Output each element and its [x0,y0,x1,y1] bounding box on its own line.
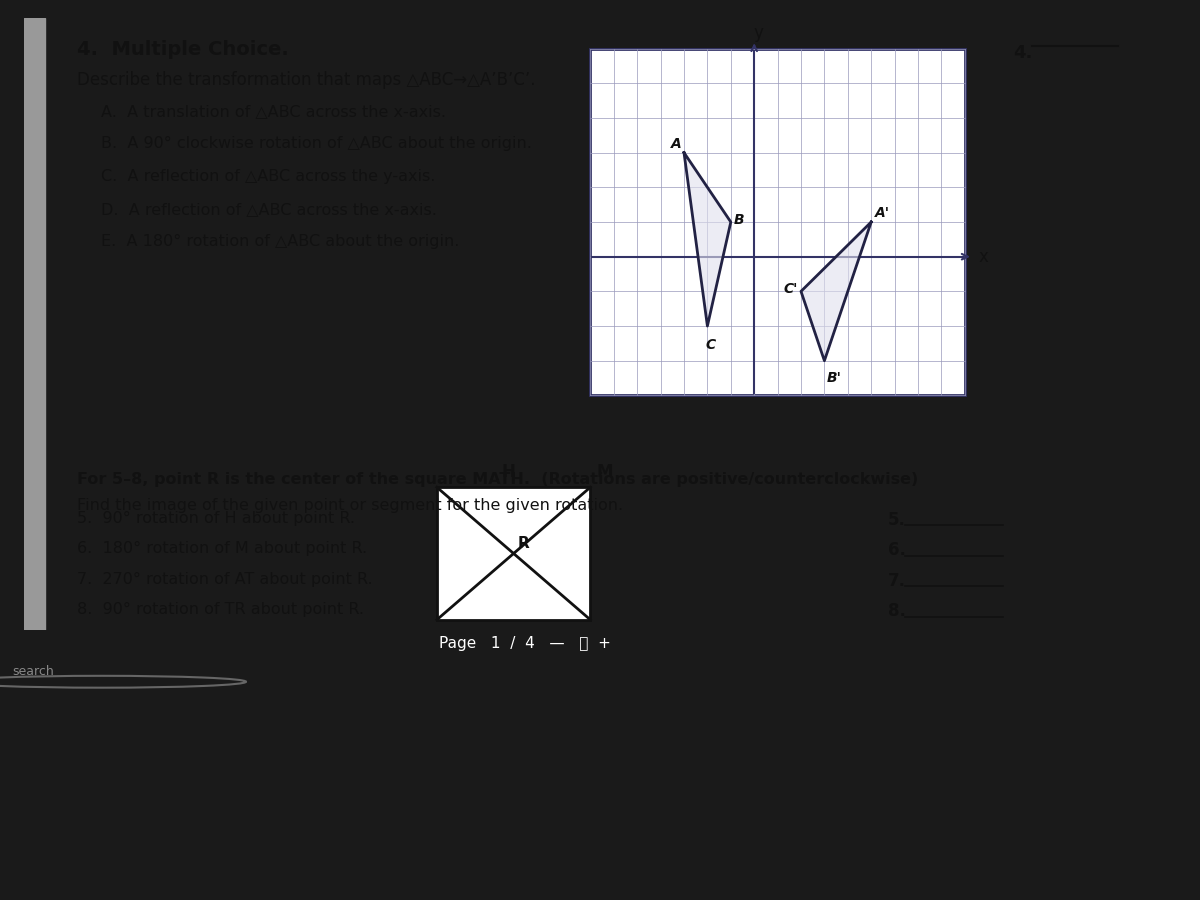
Bar [24,18,46,630]
Polygon shape [684,153,731,326]
Text: C: C [706,338,715,352]
Bar [590,49,965,395]
Text: 8.: 8. [888,602,906,620]
Text: 4.: 4. [1013,43,1032,61]
Text: A.  A translation of △ABC across the x-axis.: A. A translation of △ABC across the x-ax… [101,104,446,119]
Text: B.  A 90° clockwise rotation of △ABC about the origin.: B. A 90° clockwise rotation of △ABC abou… [101,136,532,151]
Text: 6.  180° rotation of M about point R.: 6. 180° rotation of M about point R. [77,541,367,556]
Text: 8.  90° rotation of TR about point R.: 8. 90° rotation of TR about point R. [77,602,364,617]
Text: 5.  90° rotation of H about point R.: 5. 90° rotation of H about point R. [77,510,355,526]
Text: 5.: 5. [888,510,906,528]
Text: D.  A reflection of △ABC across the x-axis.: D. A reflection of △ABC across the x-axi… [101,202,437,217]
Text: Find the image of the given point or segment for the given rotation.: Find the image of the given point or seg… [77,499,623,513]
Text: C': C' [784,283,798,296]
Text: A: A [671,137,682,150]
Text: 6.: 6. [888,541,906,559]
Text: y: y [754,24,763,42]
Text: 4.  Multiple Choice.: 4. Multiple Choice. [77,40,288,59]
Bar [437,487,590,620]
Text: C.  A reflection of △ABC across the y-axis.: C. A reflection of △ABC across the y-axi… [101,169,436,184]
Text: Describe the transformation that maps △ABC→△A’B’C’.: Describe the transformation that maps △A… [77,71,535,89]
Polygon shape [802,222,871,361]
Text: M: M [596,464,613,482]
Text: B: B [733,213,744,227]
Text: A': A' [875,206,890,220]
Text: E.  A 180° rotation of △ABC about the origin.: E. A 180° rotation of △ABC about the ori… [101,234,460,249]
Text: Page   1  /  4   —   🔍  +: Page 1 / 4 — 🔍 + [439,636,611,651]
Text: search: search [12,665,54,679]
Text: For 5–8, point R is the center of the square MATH.  (Rotations are positive/coun: For 5–8, point R is the center of the sq… [77,472,918,487]
Text: 7.: 7. [888,572,906,590]
Text: x: x [978,248,988,266]
Text: R: R [517,536,529,552]
Text: 7.  270° rotation of AT about point R.: 7. 270° rotation of AT about point R. [77,572,372,587]
Text: H: H [502,464,516,482]
Text: B': B' [827,371,841,385]
